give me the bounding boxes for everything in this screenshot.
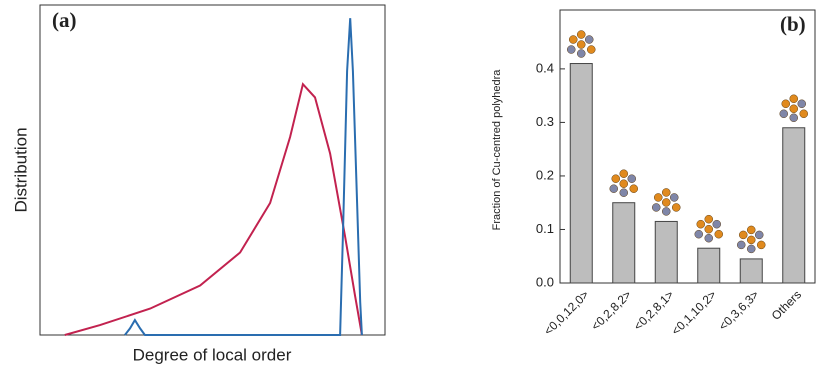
- polyhedron-atom: [577, 49, 586, 58]
- polyhedron-atom: [567, 45, 576, 54]
- polyhedron-atom: [654, 193, 663, 202]
- y-tick-label: 0.4: [536, 60, 554, 75]
- polyhedron-atom: [662, 188, 671, 197]
- polyhedron-atom: [619, 179, 628, 188]
- polyhedron-atom: [569, 35, 578, 44]
- polyhedron-atom: [712, 219, 721, 229]
- y-axis-label: Distribution: [11, 127, 30, 212]
- polyhedron-atom: [619, 188, 628, 197]
- bar: [782, 127, 806, 284]
- y-tick-label: 0.2: [536, 167, 554, 182]
- bar: [569, 63, 593, 284]
- polyhedron-atom: [747, 225, 756, 235]
- polyhedron-atom: [577, 30, 586, 39]
- polyhedron-atom: [739, 230, 748, 240]
- panel-label: (a): [52, 8, 77, 32]
- polyhedron-atom: [627, 174, 636, 183]
- y-axis-label: Fraction of Cu-centred polyhedra: [491, 69, 503, 231]
- polyhedron-atom: [585, 35, 594, 44]
- y-tick-label: 0.3: [536, 114, 554, 129]
- polyhedron-atom: [670, 193, 679, 202]
- polyhedron-atom: [747, 244, 756, 254]
- polyhedron-atom: [757, 240, 766, 250]
- bar: [697, 247, 721, 284]
- curve: [124, 18, 363, 336]
- polyhedron-atom: [619, 169, 628, 178]
- polyhedron-atom: [609, 184, 618, 193]
- polyhedron-atom: [662, 207, 671, 216]
- polyhedron-atom: [714, 229, 723, 239]
- frame-b: [559, 9, 816, 284]
- x-tick-label: <0,1,10,2>: [669, 287, 719, 337]
- x-tick-label: <0,0,12,0>: [541, 287, 591, 337]
- polyhedron-atom: [797, 99, 806, 109]
- polyhedron-atom: [799, 109, 808, 119]
- polyhedron-atom: [662, 198, 671, 207]
- polyhedron-atom: [781, 99, 790, 109]
- polyhedron-atom: [672, 203, 681, 212]
- polyhedron-atom: [696, 219, 705, 229]
- x-tick-label: <0,2,8,2>: [588, 287, 634, 333]
- polyhedron-atom: [704, 214, 713, 224]
- bar: [612, 202, 636, 284]
- polyhedron-atom: [755, 230, 764, 240]
- polyhedron-atom: [577, 40, 586, 49]
- polyhedron-atom: [587, 45, 596, 54]
- polyhedron-atom: [611, 174, 620, 183]
- polyhedron-atom: [779, 109, 788, 119]
- y-tick-label: 0.0: [536, 274, 554, 289]
- polyhedron-atom: [652, 203, 661, 212]
- curve: [64, 82, 363, 336]
- x-tick-label: Others: [769, 287, 804, 322]
- polyhedron-atom: [704, 233, 713, 243]
- bar: [654, 220, 678, 284]
- panel-label: (b): [780, 12, 806, 36]
- y-tick-label: 0.1: [536, 221, 554, 236]
- polyhedron-atom: [789, 113, 798, 123]
- polyhedron-atom: [737, 240, 746, 250]
- polyhedron-atom: [789, 104, 798, 114]
- polyhedron-atom: [694, 229, 703, 239]
- bar: [739, 258, 763, 284]
- polyhedron-atom: [789, 94, 798, 104]
- polyhedron-atom: [704, 224, 713, 234]
- polyhedron-atom: [747, 235, 756, 245]
- x-axis-label: Degree of local order: [133, 345, 292, 364]
- polyhedron-atom: [629, 184, 638, 193]
- x-tick-label: <0,3,6,3>: [716, 287, 762, 333]
